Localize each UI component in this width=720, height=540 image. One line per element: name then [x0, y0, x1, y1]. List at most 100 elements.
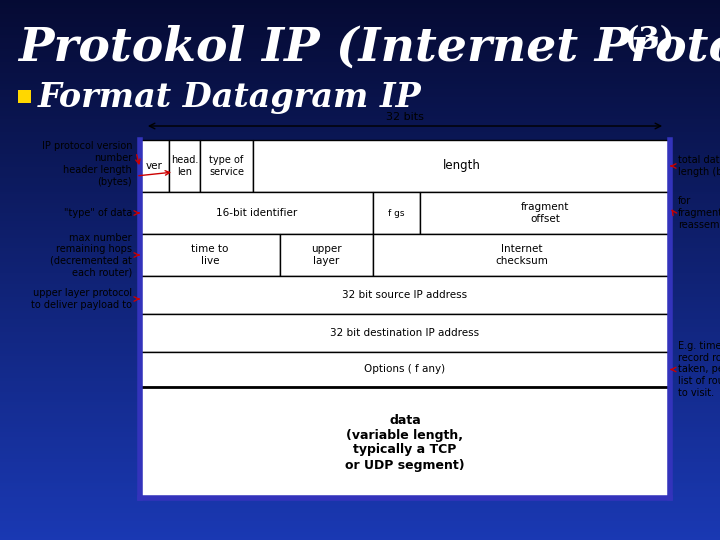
Bar — [0, 319, 720, 321]
Bar — [0, 437, 720, 440]
Bar — [0, 335, 720, 338]
Bar — [0, 451, 720, 454]
Bar — [0, 421, 720, 424]
Text: head.
len: head. len — [171, 155, 198, 177]
Bar — [140, 140, 169, 192]
Bar — [0, 54, 720, 57]
Bar — [0, 35, 720, 38]
Bar — [0, 73, 720, 76]
Bar — [0, 40, 720, 43]
Bar — [0, 132, 720, 135]
Bar — [0, 32, 720, 35]
Bar — [0, 97, 720, 100]
Bar — [0, 270, 720, 273]
Bar — [0, 521, 720, 524]
Bar — [0, 305, 720, 308]
Text: length: length — [443, 159, 480, 172]
Text: (3): (3) — [624, 25, 674, 56]
Bar — [0, 14, 720, 16]
Bar — [0, 424, 720, 427]
Bar — [0, 340, 720, 343]
Bar — [0, 105, 720, 108]
Text: 32 bit source IP address: 32 bit source IP address — [343, 290, 467, 300]
Bar — [0, 216, 720, 219]
Bar — [0, 148, 720, 151]
Bar — [0, 30, 720, 32]
Bar — [0, 459, 720, 462]
Bar — [0, 232, 720, 235]
Text: type of
service: type of service — [209, 155, 244, 177]
Bar — [0, 78, 720, 81]
Bar — [0, 418, 720, 421]
Bar — [0, 292, 720, 294]
Bar — [0, 284, 720, 286]
Bar — [0, 297, 720, 300]
Bar — [0, 526, 720, 529]
Bar — [0, 289, 720, 292]
Bar — [0, 475, 720, 478]
Bar — [0, 327, 720, 329]
Bar — [0, 84, 720, 86]
Bar — [140, 140, 670, 150]
Bar — [0, 92, 720, 94]
Bar — [0, 154, 720, 157]
Bar — [0, 167, 720, 170]
Bar — [0, 294, 720, 297]
Bar — [0, 410, 720, 413]
Bar — [0, 386, 720, 389]
Bar — [0, 24, 720, 27]
Bar — [0, 348, 720, 351]
Text: for
fragmentation/
reassembly: for fragmentation/ reassembly — [678, 197, 720, 230]
Bar — [0, 338, 720, 340]
Bar — [0, 446, 720, 448]
Bar — [0, 65, 720, 68]
Bar — [0, 76, 720, 78]
Bar — [0, 262, 720, 265]
Bar — [200, 140, 253, 192]
Bar — [0, 16, 720, 19]
Bar — [0, 256, 720, 259]
Bar — [140, 352, 670, 387]
Bar — [0, 402, 720, 405]
Bar — [0, 219, 720, 221]
Bar — [0, 394, 720, 397]
Bar — [0, 505, 720, 508]
Bar — [140, 140, 670, 498]
Bar — [0, 494, 720, 497]
Bar — [0, 238, 720, 240]
Bar — [0, 86, 720, 89]
Text: 32 bits: 32 bits — [386, 112, 424, 122]
Bar — [0, 343, 720, 346]
Text: ver: ver — [146, 161, 163, 171]
Bar — [0, 176, 720, 178]
Bar — [0, 116, 720, 119]
Bar — [0, 81, 720, 84]
Text: upper
layer: upper layer — [311, 244, 342, 266]
Bar — [0, 19, 720, 22]
Bar — [0, 124, 720, 127]
Bar — [0, 429, 720, 432]
Bar — [0, 324, 720, 327]
Bar — [140, 276, 670, 314]
Bar — [0, 138, 720, 140]
Text: total datagram
length (bytes): total datagram length (bytes) — [678, 155, 720, 177]
Bar — [0, 11, 720, 14]
Bar — [0, 356, 720, 359]
Text: Internet
checksum: Internet checksum — [495, 244, 548, 266]
Bar — [0, 524, 720, 526]
Bar — [0, 500, 720, 502]
Bar — [0, 535, 720, 537]
Bar — [373, 192, 420, 234]
Bar — [0, 43, 720, 46]
Bar — [0, 502, 720, 505]
Bar — [0, 62, 720, 65]
Bar — [0, 481, 720, 483]
Bar — [0, 140, 720, 143]
Bar — [0, 143, 720, 146]
Bar — [0, 456, 720, 459]
Bar — [0, 321, 720, 324]
Bar — [0, 70, 720, 73]
Bar — [373, 234, 670, 276]
Bar — [0, 135, 720, 138]
Bar — [0, 208, 720, 211]
